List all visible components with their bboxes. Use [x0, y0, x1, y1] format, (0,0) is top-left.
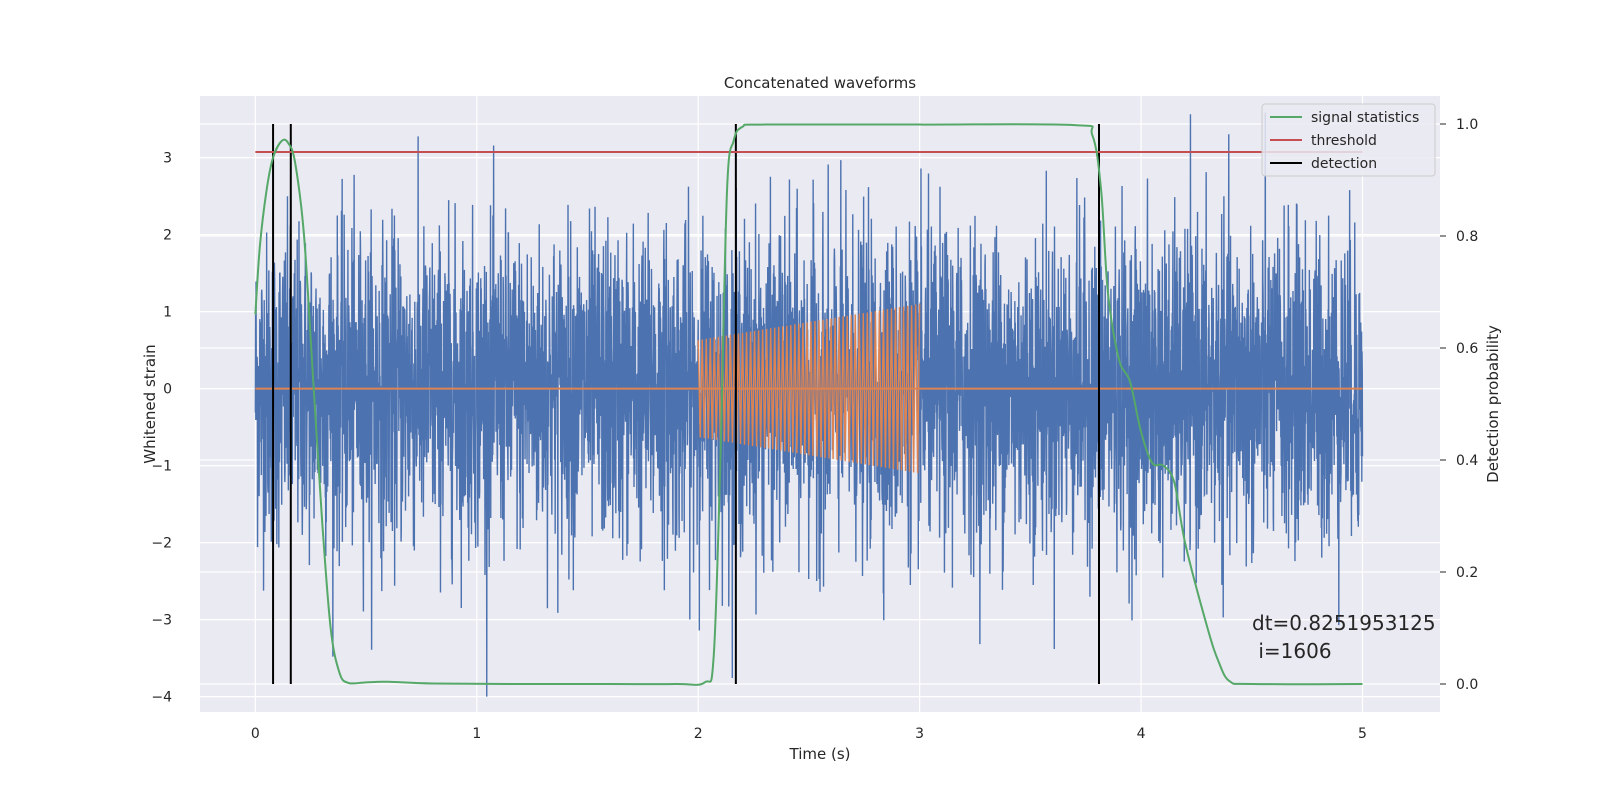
y-tick-label: 1: [163, 305, 172, 321]
y-tick-label: −1: [151, 459, 172, 475]
y-tick-label: 3: [163, 151, 172, 167]
x-tick-label: 0: [251, 726, 260, 742]
x-axis-label: Time (s): [789, 745, 851, 763]
chart-title: Concatenated waveforms: [724, 74, 916, 92]
plot-content: [254, 112, 1364, 697]
legend: signal statistics threshold detection: [1261, 103, 1436, 177]
y-tick-label: 2: [163, 228, 172, 244]
y-tick-label-right: 0.4: [1456, 453, 1478, 469]
axes: 0 1 2 3 4 5 −4 −3 −2 −1 0 1 2 3 0.0 0.2 0.4 0.6 0.8 1.0: [151, 117, 1478, 742]
y-tick-label-right: 0.8: [1456, 229, 1478, 245]
annotation-index: i=1606: [1252, 639, 1332, 663]
y-tick-label-right: 1.0: [1456, 117, 1478, 133]
signal-statistics-line: [254, 123, 1363, 686]
y-tick-label-right: 0.6: [1456, 341, 1478, 357]
y-tick-label: 0: [163, 382, 172, 398]
x-tick-label: 3: [915, 726, 924, 742]
x-tick-label: 1: [472, 726, 481, 742]
y-tick-label-right: 0.2: [1456, 565, 1478, 581]
y-tick-label: −4: [151, 690, 172, 706]
legend-label-signal-statistics: signal statistics: [1311, 110, 1419, 126]
annotation-dt: dt=0.8251953125: [1252, 611, 1436, 635]
y-tick-label: −3: [151, 613, 172, 629]
y-tick-label: −2: [151, 536, 172, 552]
noise-series: [254, 112, 1364, 697]
x-tick-label: 4: [1137, 726, 1146, 742]
y-tick-label-right: 0.0: [1456, 677, 1478, 693]
legend-label-threshold: threshold: [1311, 133, 1377, 149]
x-tick-label: 5: [1358, 726, 1367, 742]
x-tick-label: 2: [694, 726, 703, 742]
legend-label-detection: detection: [1311, 156, 1377, 172]
annotation: dt=0.8251953125 i=1606: [1252, 611, 1436, 663]
y-axis-label-right: Detection probability: [1484, 325, 1502, 483]
legend-frame: [1261, 103, 1436, 177]
y-axis-label: Whitened strain: [141, 344, 159, 463]
